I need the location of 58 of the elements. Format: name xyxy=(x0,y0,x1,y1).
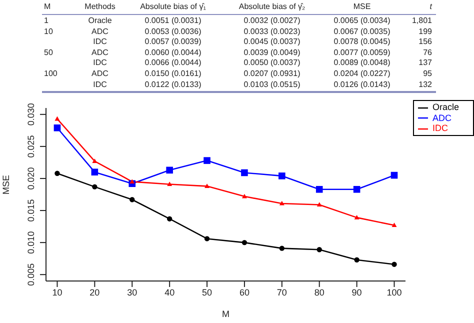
point xyxy=(54,116,60,121)
point xyxy=(130,197,135,202)
text: 10 ADC 0.0053 (0.0036) 0.0033 (0.0023) 0.0067 (0.0035) 199 xyxy=(44,26,432,36)
point xyxy=(204,236,210,242)
point xyxy=(392,262,397,267)
point xyxy=(353,186,360,193)
x-tick-label: 100 xyxy=(386,287,402,298)
point xyxy=(204,157,210,164)
x-tick-label: 10 xyxy=(52,287,62,298)
point xyxy=(167,182,172,186)
point xyxy=(242,194,247,198)
x-tick-label: 80 xyxy=(314,287,324,298)
point xyxy=(130,179,135,184)
point xyxy=(204,184,210,188)
point xyxy=(54,124,61,132)
text: M Methods Absolute bias of γ̂₁ Absolute bias of γ̂₂ MSE t xyxy=(44,2,432,11)
y-tick-label: 0.030 xyxy=(26,103,36,126)
y-tick-label: 0.015 xyxy=(26,199,36,222)
point xyxy=(390,172,398,179)
y-axis-title: MSE xyxy=(1,174,12,194)
x-tick-label: 30 xyxy=(127,287,138,298)
text: IDC 0.0066 (0.0044) 0.0050 (0.0037) 0.0089 (0.0048) 137 xyxy=(93,58,432,68)
x-tick-label: 90 xyxy=(352,287,362,298)
x-tick-label: 70 xyxy=(276,287,287,298)
point xyxy=(278,172,286,180)
point xyxy=(316,186,323,193)
text: IDC 0.0057 (0.0039) 0.0045 (0.0037) 0.0078 (0.0045) 156 xyxy=(93,37,432,46)
y-tick-label: 0.025 xyxy=(26,135,36,158)
point xyxy=(166,216,172,222)
legend-label: Oracle xyxy=(432,102,459,112)
point xyxy=(316,247,322,252)
text: 100 ADC 0.0150 (0.0161) 0.0207 (0.0931) 0.0204 (0.0227) 95 xyxy=(44,69,432,78)
point xyxy=(54,170,60,176)
legend-label: IDC xyxy=(432,123,448,134)
point xyxy=(279,200,284,206)
y-tick-label: 0.005 xyxy=(26,263,36,286)
x-tick-label: 50 xyxy=(202,287,212,298)
text: 1 Oracle 0.0051 (0.0031) 0.0032 (0.0027) 0.0065 (0.0034) 1,801 xyxy=(44,16,432,25)
point xyxy=(91,168,98,176)
point xyxy=(354,257,360,262)
point xyxy=(316,202,322,207)
point xyxy=(392,222,397,228)
point xyxy=(166,166,173,174)
x-axis-title: M xyxy=(222,309,230,319)
point xyxy=(279,246,285,251)
legend-label: ADC xyxy=(432,112,452,123)
y-tick-label: 0.010 xyxy=(26,231,36,254)
x-tick-label: 60 xyxy=(239,287,250,298)
point xyxy=(241,169,248,176)
point xyxy=(92,158,98,163)
x-tick-label: 20 xyxy=(90,287,100,298)
text: IDC 0.0122 (0.0133) 0.0103 (0.0515) 0.0126 (0.0143) 132 xyxy=(93,80,432,89)
point xyxy=(92,184,98,190)
x-tick-label: 40 xyxy=(164,287,175,298)
point xyxy=(242,240,248,246)
y-tick-label: 0.020 xyxy=(26,167,36,190)
text: 50 ADC 0.0060 (0.0044) 0.0039 (0.0049) 0.0077 (0.0059) 76 xyxy=(44,48,432,57)
point xyxy=(354,214,360,220)
